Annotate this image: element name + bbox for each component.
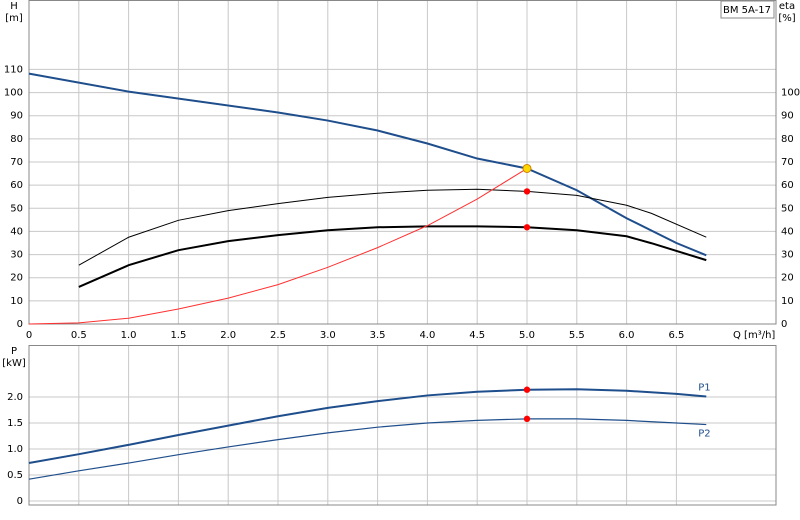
x-tick-label: 5.5: [569, 330, 585, 341]
y-tick-label: 100: [4, 88, 23, 99]
y-tick-label: 30: [10, 250, 23, 261]
y-tick-label: 1.0: [7, 444, 23, 455]
curve: [28, 168, 528, 325]
y-tick-label: 10: [10, 296, 23, 307]
y2-tick-label: 60: [781, 180, 794, 191]
y2-tick-label: 80: [781, 134, 794, 145]
curve: [78, 188, 707, 266]
operating-point: [523, 386, 531, 393]
y2-axis-unit: [%]: [778, 13, 795, 24]
y2-axis-label: eta: [779, 1, 795, 12]
y-axis-label: H: [10, 1, 18, 12]
y2-tick-label: 20: [781, 273, 794, 284]
y-tick-label: 110: [4, 64, 23, 75]
y-axis-unit: [kW]: [2, 358, 26, 369]
x-tick-label: 1.0: [121, 330, 137, 341]
curve-label: P1: [698, 382, 710, 393]
y-tick-label: 20: [10, 273, 23, 284]
y-tick-label: 50: [10, 203, 23, 214]
x-tick-label: 6.0: [619, 330, 635, 341]
x-tick-label: 0.5: [71, 330, 87, 341]
y-tick-label: 40: [10, 226, 23, 237]
x-tick-label: 2.5: [270, 330, 286, 341]
x-tick-label: 4.0: [419, 330, 435, 341]
x-tick-label: 6.5: [668, 330, 684, 341]
y-tick-label: 90: [10, 111, 23, 122]
operating-point: [523, 188, 531, 195]
y-tick-label: 0: [17, 319, 23, 330]
y-tick-label: 0.5: [7, 470, 23, 481]
curve: [78, 225, 707, 288]
y-axis-unit: [m]: [5, 13, 23, 24]
y-tick-label: 60: [10, 180, 23, 191]
y-tick-label: 2.0: [7, 392, 23, 403]
legend-title: BM 5A-17: [723, 5, 771, 16]
curve: [28, 72, 707, 257]
x-tick-label: 2.0: [220, 330, 236, 341]
plot-frame: [28, 345, 777, 506]
operating-point: [522, 163, 532, 173]
y2-tick-label: 40: [781, 226, 794, 237]
y2-tick-label: 100: [781, 88, 800, 99]
x-tick-label: 0: [26, 330, 32, 341]
operating-point: [523, 415, 531, 423]
x-tick-label: 3.5: [370, 330, 386, 341]
y2-tick-label: 0: [781, 319, 787, 330]
legend-box: [720, 0, 775, 19]
curve: [28, 418, 707, 480]
x-axis-label: Q [m³/h]: [733, 330, 775, 341]
x-tick-label: 4.5: [469, 330, 485, 341]
y-tick-label: 0: [17, 496, 23, 507]
y2-tick-label: 10: [781, 296, 794, 307]
x-tick-label: 3.0: [320, 330, 336, 341]
y-tick-label: 80: [10, 134, 23, 145]
x-tick-label: 5.0: [519, 330, 535, 341]
y2-tick-label: 50: [781, 203, 794, 214]
y-axis-label: P: [11, 346, 17, 357]
y2-tick-label: 70: [781, 157, 794, 168]
y-tick-label: 70: [10, 157, 23, 168]
curve-label: P2: [698, 429, 710, 440]
y2-tick-label: 90: [781, 111, 794, 122]
curve: [28, 388, 707, 465]
y2-tick-label: 30: [781, 250, 794, 261]
operating-point: [523, 224, 531, 231]
plot-frame: [28, 0, 777, 325]
y-tick-label: 1.5: [7, 418, 23, 429]
x-tick-label: 1.5: [170, 330, 186, 341]
